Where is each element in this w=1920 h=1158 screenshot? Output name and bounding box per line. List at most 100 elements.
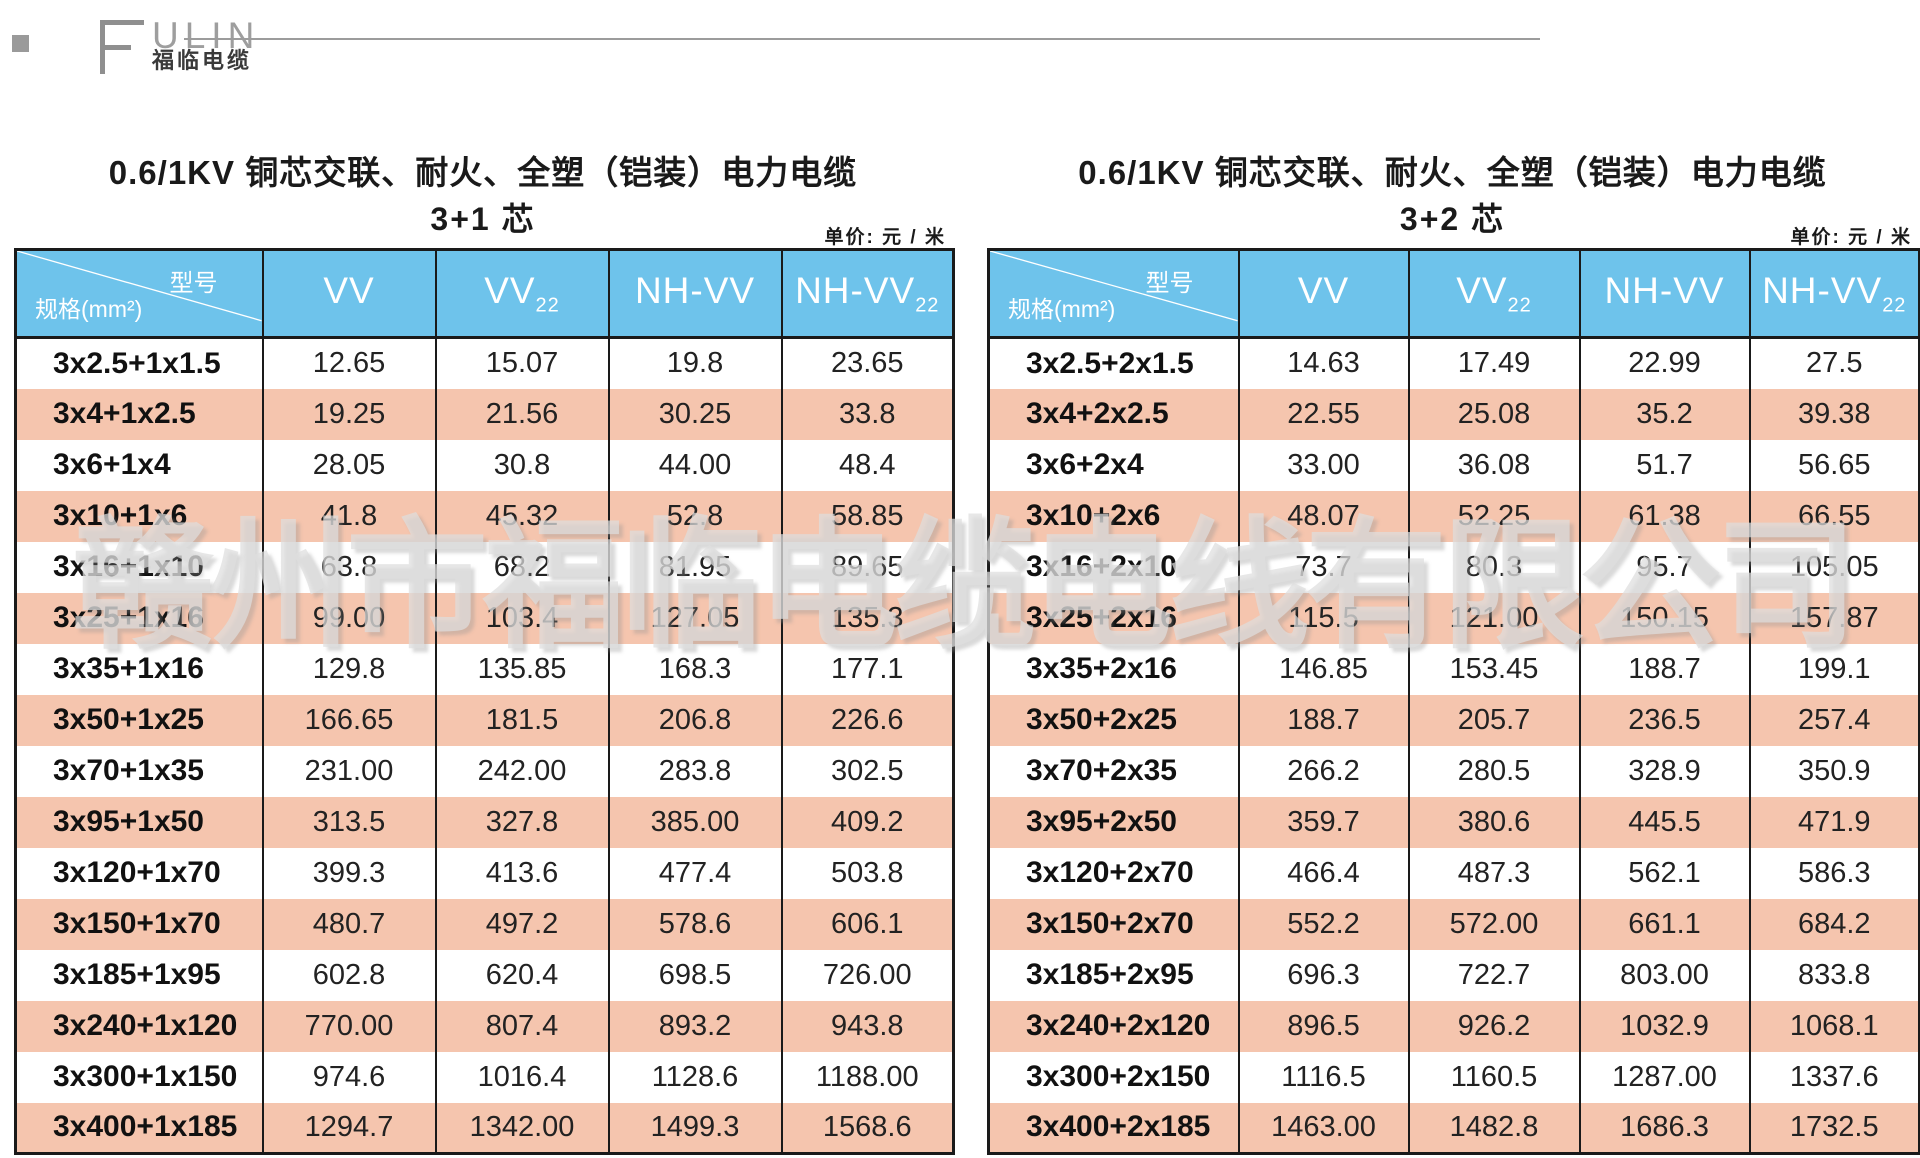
price-cell-vv22: 280.5 bbox=[1407, 745, 1580, 797]
price-cell-vv22: 572.00 bbox=[1407, 898, 1580, 950]
price-cell-vv: 129.8 bbox=[261, 643, 436, 695]
column-header-nhvv22: NH-VV22 bbox=[1748, 249, 1920, 339]
price-cell-vv22: 1160.5 bbox=[1407, 1051, 1580, 1103]
table-row: 3x25+2x16 115.5 121.00 150.15 157.87 bbox=[987, 592, 1920, 644]
spec-cell: 3x4+2x2.5 bbox=[987, 388, 1239, 440]
price-cell-nhvv22: 226.6 bbox=[780, 694, 954, 746]
price-cell-nhvv: 385.00 bbox=[607, 796, 782, 848]
price-cell-vv: 359.7 bbox=[1237, 796, 1409, 848]
price-cell-vv22: 15.07 bbox=[434, 337, 609, 389]
price-cell-vv: 188.7 bbox=[1237, 694, 1409, 746]
spec-cell: 3x50+1x25 bbox=[14, 694, 263, 746]
corner-header-cell: 型号 规格(mm²) bbox=[987, 249, 1239, 339]
price-cell-vv: 896.5 bbox=[1237, 1000, 1409, 1052]
price-cell-vv: 115.5 bbox=[1237, 592, 1409, 644]
price-cell-nhvv22: 302.5 bbox=[780, 745, 954, 797]
price-cell-nhvv22: 409.2 bbox=[780, 796, 954, 848]
table-row: 3x25+1x16 99.00 103.4 127.05 135.3 bbox=[14, 592, 954, 644]
price-cell-vv: 146.85 bbox=[1237, 643, 1409, 695]
spec-cell: 3x70+2x35 bbox=[987, 745, 1239, 797]
price-cell-vv22: 21.56 bbox=[434, 388, 609, 440]
price-cell-nhvv22: 1068.1 bbox=[1748, 1000, 1920, 1052]
price-cell-vv22: 17.49 bbox=[1407, 337, 1580, 389]
column-header-vv: VV bbox=[261, 249, 436, 339]
price-cell-nhvv22: 199.1 bbox=[1748, 643, 1920, 695]
table-row: 3x35+1x16 129.8 135.85 168.3 177.1 bbox=[14, 643, 954, 695]
price-cell-nhvv: 283.8 bbox=[607, 745, 782, 797]
price-cell-nhvv22: 66.55 bbox=[1748, 490, 1920, 542]
price-cell-nhvv22: 33.8 bbox=[780, 388, 954, 440]
spec-cell: 3x185+2x95 bbox=[987, 949, 1239, 1001]
header-row: 型号 规格(mm²) VV VV22 NH-VV NH-VV22 bbox=[987, 249, 1920, 339]
spec-cell: 3x120+2x70 bbox=[987, 847, 1239, 899]
price-cell-nhvv: 51.7 bbox=[1578, 439, 1750, 491]
spec-cell: 3x2.5+1x1.5 bbox=[14, 337, 263, 389]
price-cell-vv: 266.2 bbox=[1237, 745, 1409, 797]
price-cell-nhvv22: 1188.00 bbox=[780, 1051, 954, 1103]
table-row: 3x50+2x25 188.7 205.7 236.5 257.4 bbox=[987, 694, 1920, 746]
price-cell-nhvv: 127.05 bbox=[607, 592, 782, 644]
header-divider bbox=[184, 38, 1540, 40]
price-cell-nhvv22: 350.9 bbox=[1748, 745, 1920, 797]
price-cell-vv22: 242.00 bbox=[434, 745, 609, 797]
price-cell-vv22: 80.3 bbox=[1407, 541, 1580, 593]
brand-f-glyph bbox=[100, 20, 146, 74]
price-cell-vv22: 153.45 bbox=[1407, 643, 1580, 695]
price-cell-nhvv22: 157.87 bbox=[1748, 592, 1920, 644]
price-cell-vv: 1116.5 bbox=[1237, 1051, 1409, 1103]
spec-cell: 3x150+2x70 bbox=[987, 898, 1239, 950]
spec-cell: 3x25+2x16 bbox=[987, 592, 1239, 644]
price-cell-nhvv: 1287.00 bbox=[1578, 1051, 1750, 1103]
table-row: 3x300+2x150 1116.5 1160.5 1287.00 1337.6 bbox=[987, 1051, 1920, 1103]
price-cell-nhvv: 578.6 bbox=[607, 898, 782, 950]
spec-cell: 3x95+2x50 bbox=[987, 796, 1239, 848]
price-cell-nhvv: 44.00 bbox=[607, 439, 782, 491]
spec-cell: 3x6+2x4 bbox=[987, 439, 1239, 491]
spec-axis-label: 规格(mm²) bbox=[35, 296, 143, 322]
spec-cell: 3x240+2x120 bbox=[987, 1000, 1239, 1052]
table-row: 3x10+1x6 41.8 45.32 52.8 58.85 bbox=[14, 490, 954, 542]
table-row: 3x50+1x25 166.65 181.5 206.8 226.6 bbox=[14, 694, 954, 746]
spec-cell: 3x240+1x120 bbox=[14, 1000, 263, 1052]
price-cell-nhvv: 328.9 bbox=[1578, 745, 1750, 797]
price-cell-nhvv: 150.15 bbox=[1578, 592, 1750, 644]
price-cell-vv: 974.6 bbox=[261, 1051, 436, 1103]
price-cell-vv: 602.8 bbox=[261, 949, 436, 1001]
table-title: 0.6/1KV 铜芯交联、耐火、全塑（铠装）电力电缆 bbox=[108, 154, 858, 191]
table-row: 3x185+1x95 602.8 620.4 698.5 726.00 bbox=[14, 949, 954, 1001]
table-row: 3x400+2x185 1463.00 1482.8 1686.3 1732.5 bbox=[987, 1102, 1920, 1154]
price-cell-nhvv22: 39.38 bbox=[1748, 388, 1920, 440]
price-cell-nhvv: 661.1 bbox=[1578, 898, 1750, 950]
table-row: 3x150+2x70 552.2 572.00 661.1 684.2 bbox=[987, 898, 1920, 950]
price-cell-vv: 1294.7 bbox=[261, 1102, 436, 1154]
spec-cell: 3x95+1x50 bbox=[14, 796, 263, 848]
price-cell-vv22: 25.08 bbox=[1407, 388, 1580, 440]
price-cell-vv: 696.3 bbox=[1237, 949, 1409, 1001]
price-cell-vv: 231.00 bbox=[261, 745, 436, 797]
price-cell-vv: 73.7 bbox=[1237, 541, 1409, 593]
table-row: 3x400+1x185 1294.7 1342.00 1499.3 1568.6 bbox=[14, 1102, 954, 1154]
price-cell-nhvv22: 257.4 bbox=[1748, 694, 1920, 746]
table-row: 3x2.5+2x1.5 14.63 17.49 22.99 27.5 bbox=[987, 337, 1920, 389]
price-cell-vv: 48.07 bbox=[1237, 490, 1409, 542]
price-cell-vv22: 1482.8 bbox=[1407, 1102, 1580, 1154]
price-cell-nhvv22: 833.8 bbox=[1748, 949, 1920, 1001]
price-cell-vv: 99.00 bbox=[261, 592, 436, 644]
price-table-3plus1: 型号 规格(mm²) VV VV22 NH-VV NH-VV22 3x2.5+1… bbox=[14, 248, 955, 1155]
table-row: 3x70+2x35 266.2 280.5 328.9 350.9 bbox=[987, 745, 1920, 797]
spec-cell: 3x300+1x150 bbox=[14, 1051, 263, 1103]
price-cell-nhvv: 61.38 bbox=[1578, 490, 1750, 542]
price-cell-nhvv22: 105.05 bbox=[1748, 541, 1920, 593]
unit-price-label: 单价: 元 / 米 bbox=[1790, 227, 1912, 248]
spec-cell: 3x10+2x6 bbox=[987, 490, 1239, 542]
price-cell-nhvv22: 177.1 bbox=[780, 643, 954, 695]
price-cell-nhvv22: 471.9 bbox=[1748, 796, 1920, 848]
spec-cell: 3x16+1x10 bbox=[14, 541, 263, 593]
price-cell-nhvv22: 1337.6 bbox=[1748, 1051, 1920, 1103]
brand-name-chinese: 福临电缆 bbox=[152, 48, 253, 73]
spec-cell: 3x185+1x95 bbox=[14, 949, 263, 1001]
price-cell-vv22: 807.4 bbox=[434, 1000, 609, 1052]
spec-cell: 3x35+2x16 bbox=[987, 643, 1239, 695]
price-cell-vv22: 205.7 bbox=[1407, 694, 1580, 746]
price-cell-nhvv: 188.7 bbox=[1578, 643, 1750, 695]
